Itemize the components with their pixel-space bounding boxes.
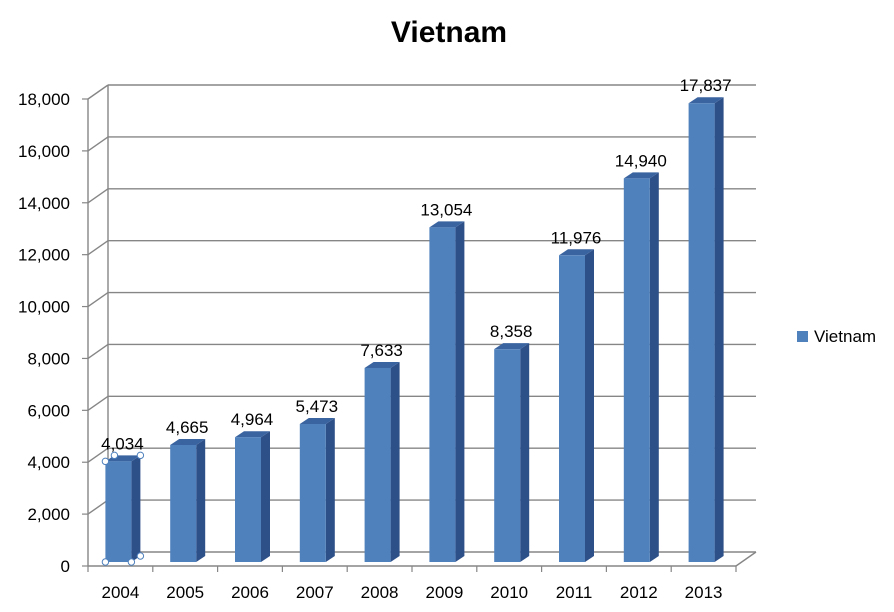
bar-side [390,361,400,562]
bar-top [688,97,724,104]
x-axis-ticks: 2004 2005 2006 2007 2008 2009 2010 2011 2012 2013 [87,566,737,602]
bar-2012 [623,172,659,562]
y-tick-label: 12,000 [18,246,70,265]
gridline-depth [87,447,109,463]
data-label: 13,054 [420,200,472,219]
gridline-depth [87,188,109,204]
bar-2007 [299,418,335,562]
selection-handle[interactable] [127,558,136,566]
x-tick-label: 2005 [166,583,204,602]
bar [623,178,650,562]
gridline-depth [87,291,109,308]
gridline-depth [87,136,109,152]
bar-top [170,438,206,445]
bar-2013 [688,97,724,562]
legend-label: Vietnam [814,327,876,346]
bar-top [299,418,335,425]
bar-side [261,431,270,562]
bar [105,461,132,562]
legend[interactable]: Vietnam [797,327,876,346]
y-tick-label: 14,000 [18,194,70,213]
bar-side [585,249,594,562]
x-tick-label: 2009 [425,583,463,602]
data-label: 4,665 [166,418,209,437]
gridline-depth [87,240,109,256]
bar-side [455,221,465,562]
y-tick-label: 10,000 [18,298,70,317]
selection-handle[interactable] [101,457,110,466]
data-label: 17,837 [680,76,732,95]
data-label: 7,633 [360,341,403,360]
selection-handle[interactable] [136,451,145,460]
bar [494,349,521,562]
bar-top [429,221,465,228]
data-label: 8,358 [490,322,533,341]
legend-swatch [797,331,808,342]
bar-2009 [429,221,465,562]
x-tick-label: 2011 [556,583,593,602]
bar-top [364,361,400,368]
y-tick-label: 16,000 [18,142,70,161]
y-tick-label: 2,000 [27,505,70,524]
y-tick-label: 4,000 [27,453,70,472]
bar-side [131,455,141,562]
bar [235,437,261,562]
bar-top [623,172,659,179]
bar [429,227,456,562]
bar-2008 [364,361,400,562]
bar-top [494,343,530,350]
data-label: 5,473 [296,397,339,416]
bar [364,367,391,562]
x-tick-label: 2012 [620,583,658,602]
y-axis-ticks: 0 2,000 4,000 6,000 8,000 10,000 12,000 14,000 1… [18,90,70,576]
data-label: 14,940 [615,151,667,170]
bar-top [559,249,594,256]
x-tick-label: 2004 [101,583,139,602]
x-tick-label: 2008 [361,583,399,602]
gridline-depth [87,343,109,360]
bar [299,424,326,562]
bar-2011 [559,249,594,562]
bar-2006 [235,431,270,562]
y-tick-label: 18,000 [18,90,70,109]
bar [170,444,197,562]
selection-handle[interactable] [110,451,119,460]
y-tick-label: 0 [61,557,70,576]
data-label: 4,964 [231,410,274,429]
y-tick-label: 6,000 [27,401,70,420]
bar-2004 [101,451,145,566]
data-labels: 4,034 4,665 4,964 5,473 7,633 13,054 8,358 11,9… [101,76,731,453]
bar-side [714,97,724,562]
bar-side [325,418,335,562]
data-label: 11,976 [551,228,602,247]
chart-title: Vietnam [391,16,507,49]
bar-side [649,172,659,562]
floor-edge [735,551,757,567]
bar-side [196,438,206,562]
bar [688,103,715,562]
bar-2005 [170,438,206,562]
gridline-depth [87,395,109,411]
selection-handle[interactable] [136,552,145,560]
bar-top [235,431,270,438]
x-tick-label: 2013 [685,583,723,602]
gridline-depth [87,499,109,515]
bars [101,97,724,566]
y-tick-label: 8,000 [27,349,70,368]
bar-side [520,343,530,562]
bar [559,255,585,562]
x-tick-label: 2007 [296,583,334,602]
bar-2010 [494,343,530,562]
gridline-depth [87,84,109,100]
x-tick-label: 2006 [231,583,269,602]
selection-handle[interactable] [101,558,110,566]
x-tick-label: 2010 [490,583,528,602]
data-label: 4,034 [101,434,144,453]
